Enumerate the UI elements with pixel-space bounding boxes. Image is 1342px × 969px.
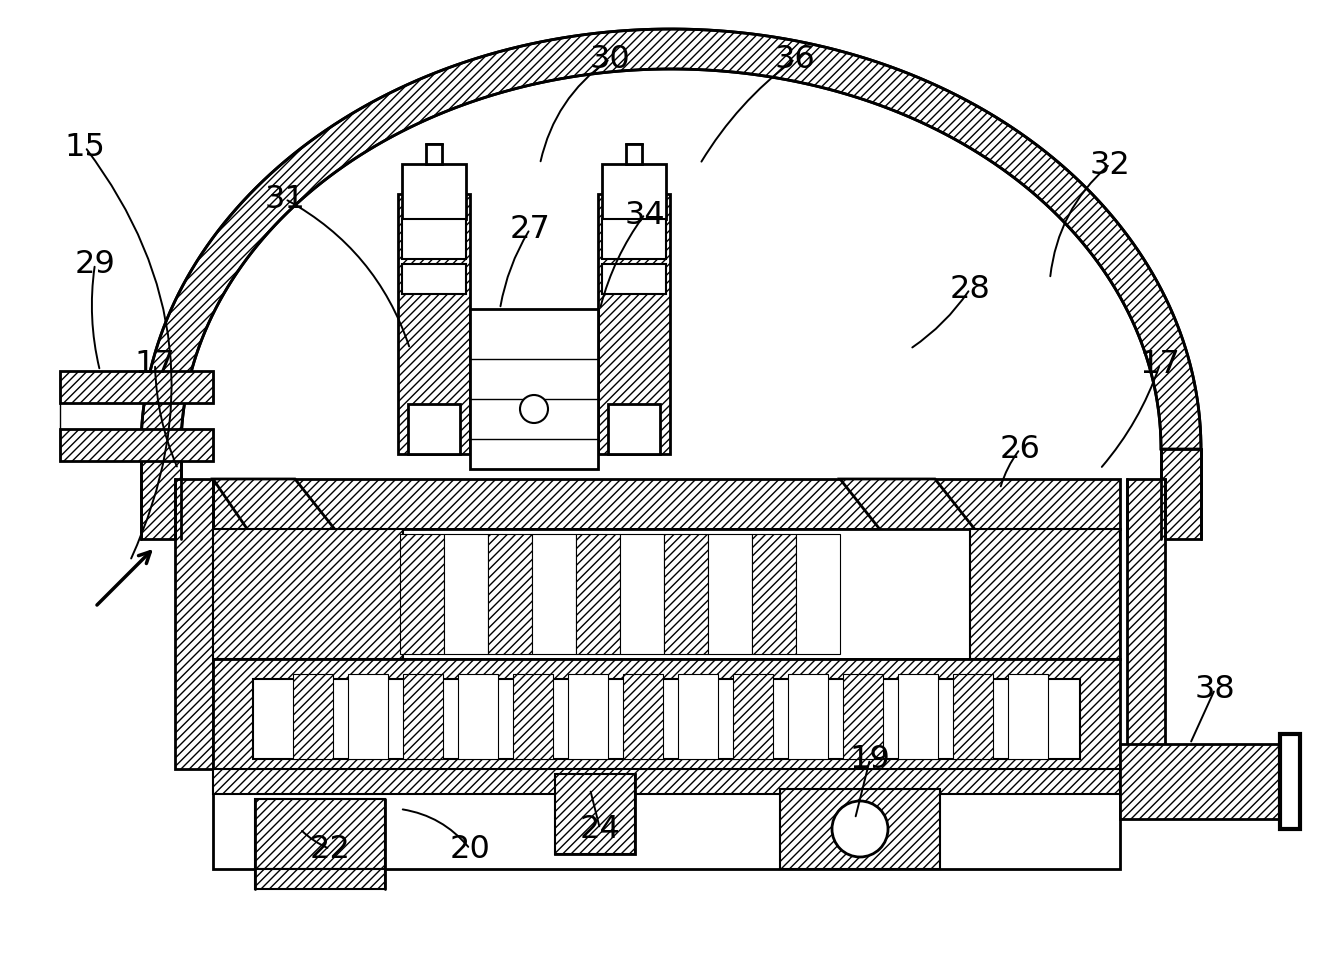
Text: 38: 38 — [1194, 673, 1236, 704]
Bar — [1280, 735, 1300, 829]
Bar — [458, 674, 498, 760]
Text: 17: 17 — [1139, 349, 1181, 380]
Bar — [403, 220, 466, 260]
Bar — [255, 799, 385, 869]
Bar — [348, 674, 388, 760]
Bar — [408, 405, 460, 454]
Bar — [213, 480, 1121, 529]
Bar — [843, 674, 883, 760]
Text: 34: 34 — [624, 200, 666, 231]
Polygon shape — [141, 450, 181, 540]
Polygon shape — [141, 30, 1201, 450]
Polygon shape — [174, 480, 213, 769]
Text: 29: 29 — [75, 249, 115, 280]
Bar — [399, 195, 470, 454]
Bar — [603, 165, 666, 220]
Bar — [531, 535, 576, 654]
Bar — [709, 535, 752, 654]
Bar — [620, 535, 664, 654]
Text: 27: 27 — [510, 214, 550, 245]
Bar — [568, 674, 608, 760]
Bar — [488, 535, 531, 654]
Circle shape — [832, 801, 888, 858]
Bar — [625, 144, 641, 165]
Bar — [60, 372, 213, 403]
Text: 32: 32 — [1090, 149, 1130, 180]
Text: 30: 30 — [589, 45, 631, 76]
Polygon shape — [213, 480, 391, 600]
Bar — [444, 535, 488, 654]
Bar — [556, 774, 635, 854]
Text: 26: 26 — [1000, 434, 1040, 465]
Text: 22: 22 — [310, 833, 350, 864]
Bar — [796, 535, 840, 654]
Bar — [953, 674, 993, 760]
Bar — [513, 674, 553, 760]
Bar — [780, 789, 939, 869]
Polygon shape — [1127, 480, 1165, 769]
Bar — [213, 769, 1121, 795]
Bar — [1121, 744, 1290, 819]
Bar — [403, 265, 466, 295]
Bar — [60, 429, 213, 461]
Polygon shape — [840, 480, 1031, 600]
Bar — [599, 195, 670, 454]
Bar — [733, 674, 773, 760]
Bar — [293, 674, 333, 760]
Text: 24: 24 — [580, 814, 620, 845]
Polygon shape — [1161, 450, 1201, 540]
Bar — [213, 769, 1121, 869]
Bar — [608, 405, 660, 454]
Bar — [255, 869, 385, 890]
Bar — [213, 659, 1121, 769]
Bar — [678, 674, 718, 760]
Bar — [400, 535, 444, 654]
Bar — [213, 529, 403, 659]
Text: 36: 36 — [774, 45, 816, 76]
Bar — [403, 165, 466, 220]
Bar — [752, 535, 796, 654]
Text: 19: 19 — [849, 744, 891, 774]
Bar — [576, 535, 620, 654]
Text: 17: 17 — [134, 349, 176, 380]
Bar — [1008, 674, 1048, 760]
Bar — [254, 679, 1080, 760]
Bar — [470, 310, 599, 470]
Text: 20: 20 — [450, 833, 490, 864]
Bar — [425, 144, 442, 165]
Bar — [603, 220, 666, 260]
Bar — [603, 265, 666, 295]
Bar — [970, 529, 1121, 659]
Bar — [898, 674, 938, 760]
Bar — [403, 674, 443, 760]
Bar — [213, 529, 1121, 659]
Text: 31: 31 — [264, 184, 306, 215]
Text: 15: 15 — [64, 133, 106, 164]
Text: 28: 28 — [950, 274, 990, 305]
Circle shape — [519, 395, 548, 423]
Bar — [623, 674, 663, 760]
Bar — [556, 774, 635, 854]
Bar — [788, 674, 828, 760]
Bar — [664, 535, 709, 654]
